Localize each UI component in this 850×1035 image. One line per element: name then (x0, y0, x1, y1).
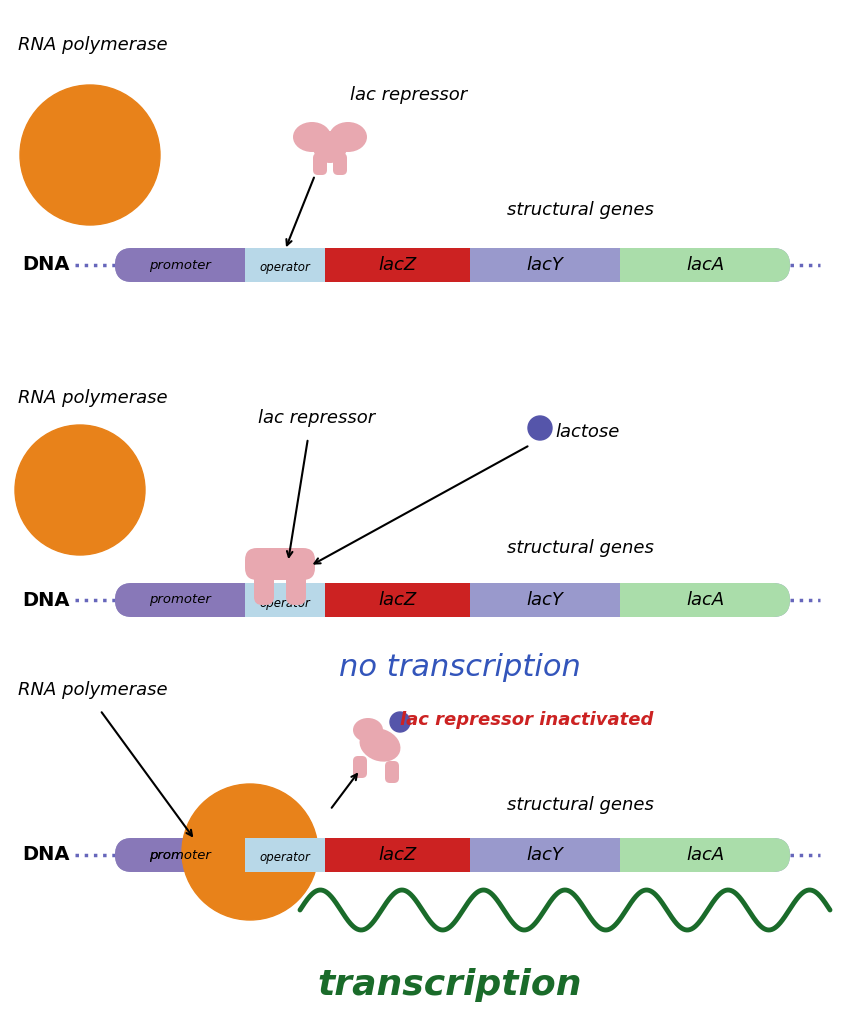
Bar (245, 248, 325, 282)
Text: lactose: lactose (555, 423, 620, 441)
Text: operator: operator (259, 596, 310, 610)
Bar (620, 248, 705, 282)
Bar (620, 838, 705, 873)
Text: lacY: lacY (526, 256, 564, 274)
Circle shape (390, 712, 410, 732)
Ellipse shape (329, 122, 367, 152)
Text: promoter: promoter (149, 849, 211, 861)
Bar (245, 838, 325, 873)
Bar (180, 838, 245, 873)
FancyBboxPatch shape (115, 838, 790, 873)
Text: lacZ: lacZ (378, 846, 416, 864)
FancyBboxPatch shape (333, 153, 347, 175)
Text: transcription: transcription (318, 968, 582, 1002)
Bar (180, 248, 245, 282)
Text: RNA polymerase: RNA polymerase (18, 681, 167, 699)
Bar (325, 248, 470, 282)
Text: no transcription: no transcription (339, 653, 581, 682)
FancyBboxPatch shape (115, 583, 245, 617)
FancyBboxPatch shape (313, 153, 327, 175)
Text: lacZ: lacZ (378, 591, 416, 609)
FancyBboxPatch shape (353, 756, 367, 778)
Text: lacA: lacA (686, 591, 724, 609)
Text: DNA: DNA (22, 591, 70, 610)
Circle shape (15, 425, 145, 555)
FancyBboxPatch shape (254, 565, 274, 605)
Text: structural genes: structural genes (507, 796, 654, 814)
FancyBboxPatch shape (245, 838, 325, 873)
Circle shape (528, 416, 552, 440)
Bar (325, 583, 470, 617)
Bar (470, 248, 620, 282)
Ellipse shape (353, 718, 383, 742)
Bar (620, 583, 705, 617)
FancyBboxPatch shape (115, 583, 790, 617)
FancyBboxPatch shape (115, 248, 245, 282)
Bar (470, 838, 620, 873)
Text: lacZ: lacZ (378, 256, 416, 274)
Text: lacA: lacA (686, 846, 724, 864)
Text: lacY: lacY (526, 591, 564, 609)
Text: structural genes: structural genes (507, 539, 654, 557)
FancyBboxPatch shape (115, 248, 790, 282)
Bar (180, 583, 245, 617)
FancyBboxPatch shape (385, 761, 399, 783)
Text: lacA: lacA (686, 256, 724, 274)
Text: RNA polymerase: RNA polymerase (18, 389, 167, 407)
Text: operator: operator (259, 852, 310, 864)
Text: promoter: promoter (149, 259, 211, 271)
Text: promoter: promoter (149, 593, 211, 607)
Ellipse shape (313, 131, 347, 162)
Text: structural genes: structural genes (507, 201, 654, 219)
FancyBboxPatch shape (245, 548, 315, 580)
FancyBboxPatch shape (115, 838, 245, 873)
Text: lacY: lacY (526, 846, 564, 864)
FancyBboxPatch shape (620, 583, 790, 617)
Text: promoter: promoter (149, 849, 211, 861)
Text: DNA: DNA (22, 846, 70, 864)
Ellipse shape (360, 729, 400, 762)
Circle shape (20, 85, 160, 225)
Text: RNA polymerase: RNA polymerase (18, 36, 167, 54)
Text: lac repressor: lac repressor (350, 86, 468, 104)
FancyBboxPatch shape (286, 565, 306, 605)
Text: operator: operator (259, 852, 310, 864)
Text: lac repressor inactivated: lac repressor inactivated (400, 711, 654, 729)
Text: lac repressor: lac repressor (258, 409, 375, 427)
Text: operator: operator (259, 262, 310, 274)
FancyBboxPatch shape (620, 248, 790, 282)
FancyBboxPatch shape (620, 838, 790, 873)
Bar (325, 838, 470, 873)
Bar (245, 583, 325, 617)
Ellipse shape (293, 122, 331, 152)
Circle shape (182, 783, 318, 920)
Text: DNA: DNA (22, 256, 70, 274)
Bar (470, 583, 620, 617)
